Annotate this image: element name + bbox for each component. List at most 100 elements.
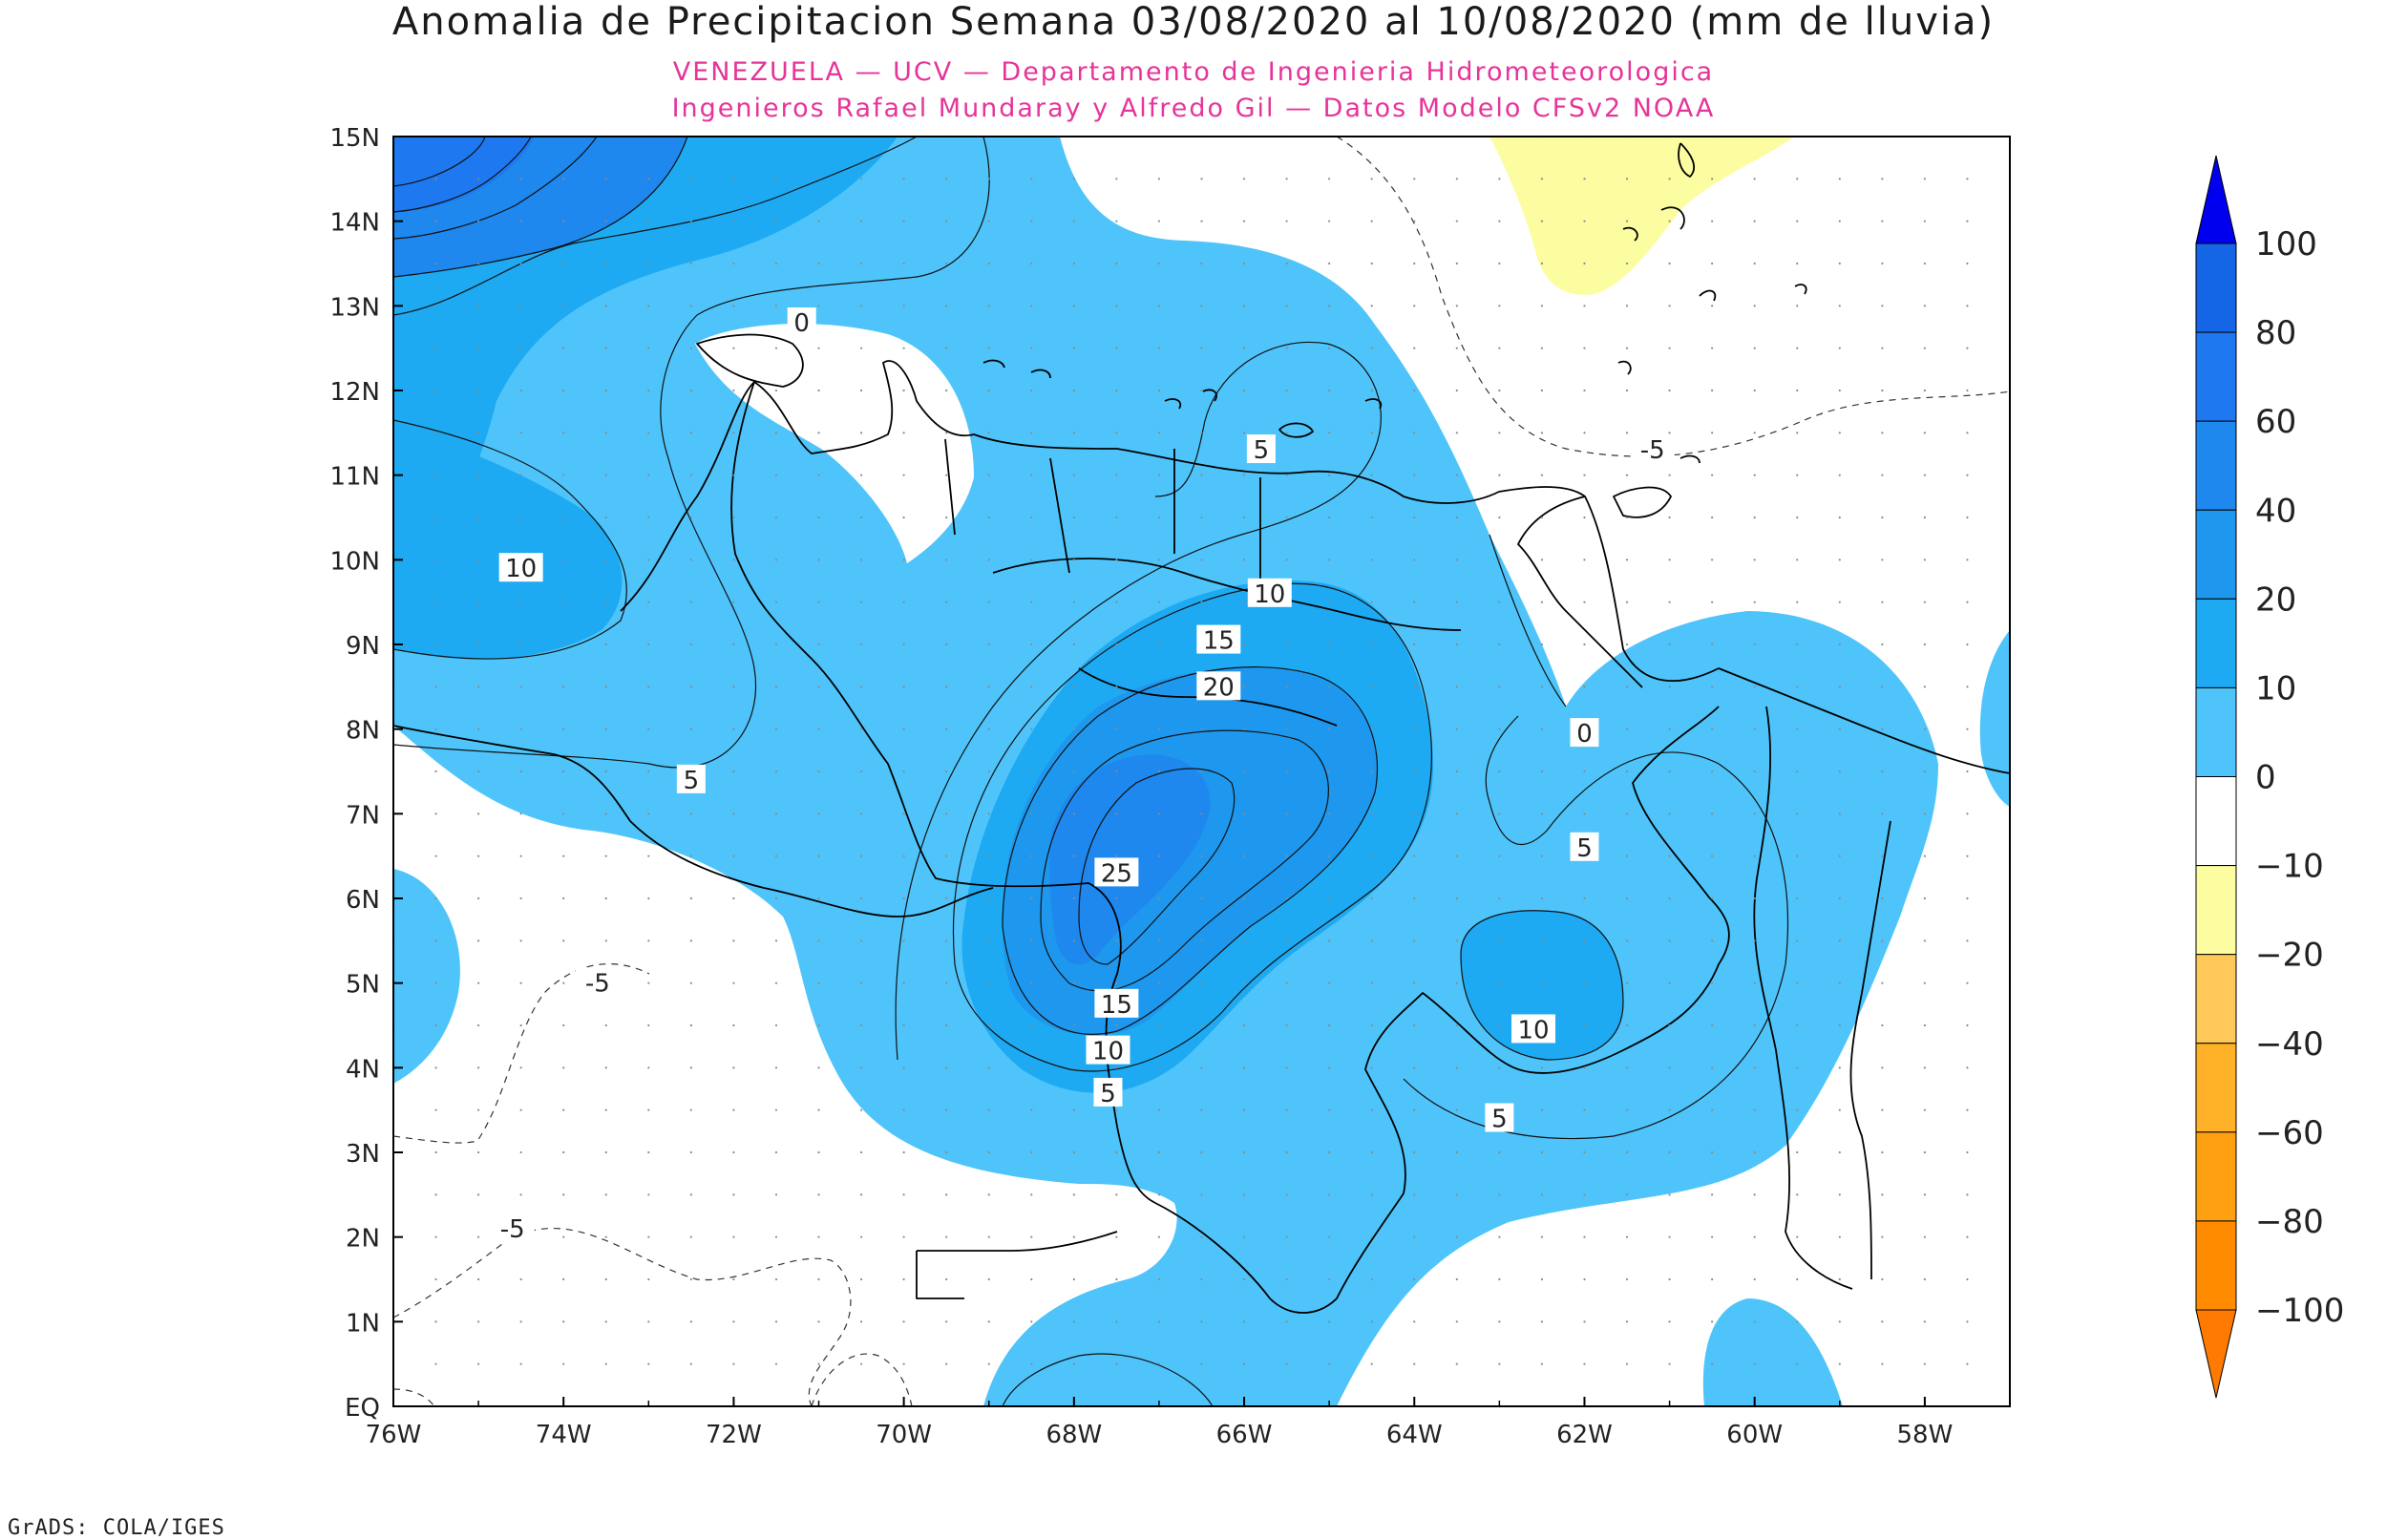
grid-dot xyxy=(1157,728,1161,730)
grid-dot xyxy=(1711,1150,1714,1154)
grid-dot xyxy=(477,1320,480,1323)
grid-dot xyxy=(647,474,650,476)
contour-line xyxy=(393,137,990,769)
grid-dot xyxy=(1328,178,1331,180)
grid-dot xyxy=(1711,770,1714,773)
grid-dot xyxy=(1625,559,1629,561)
grid-dot xyxy=(1200,305,1203,307)
grid-dot xyxy=(477,305,480,307)
grid-dot xyxy=(817,474,820,476)
grid-dot xyxy=(1498,981,1501,984)
grid-dot xyxy=(1328,1235,1331,1238)
grid-dot xyxy=(1753,981,1756,984)
grid-dot xyxy=(1157,220,1161,222)
grid-dot xyxy=(1583,1277,1586,1281)
grid-dot xyxy=(1455,1150,1458,1154)
grid-dot xyxy=(817,347,820,349)
grid-dot xyxy=(477,981,480,984)
grid-dot xyxy=(817,1193,820,1196)
grid-dot xyxy=(1030,432,1033,434)
lat-tick-label: 13N xyxy=(329,293,380,322)
grid-dot xyxy=(1455,474,1458,476)
grid-dot xyxy=(1966,981,1969,984)
grid-dot xyxy=(689,432,692,434)
grid-dot xyxy=(1072,347,1075,349)
grid-dot xyxy=(1115,728,1118,730)
grid-dot xyxy=(1923,812,1926,815)
legend-swatch xyxy=(2195,1220,2237,1311)
grid-dot xyxy=(817,854,820,857)
grid-dot xyxy=(1753,1150,1756,1154)
lat-tick-label: 5N xyxy=(346,971,380,1000)
grid-dot xyxy=(562,854,565,857)
grid-dot xyxy=(1923,1150,1926,1154)
grid-dot xyxy=(434,220,437,222)
grid-dot xyxy=(945,939,948,942)
grid-dot xyxy=(1923,770,1926,773)
grid-dot xyxy=(1796,1108,1799,1111)
grid-dot xyxy=(604,897,607,900)
grid-dot xyxy=(1796,516,1799,519)
grid-dot xyxy=(1583,178,1586,180)
grid-dot xyxy=(1242,1320,1246,1323)
grid-dot xyxy=(1711,1023,1714,1027)
grid-dot xyxy=(1200,770,1203,773)
grid-dot xyxy=(987,474,990,476)
contour-label: 5 xyxy=(1100,1080,1116,1108)
grid-dot xyxy=(1455,1320,1458,1323)
grid-dot xyxy=(1200,474,1203,476)
grid-dot xyxy=(1498,1277,1501,1281)
grid-dot xyxy=(562,728,565,730)
grid-dot xyxy=(1200,1023,1203,1027)
legend-label: 100 xyxy=(2255,225,2317,264)
grid-dot xyxy=(732,854,735,857)
grid-dot xyxy=(1711,1362,1714,1365)
grid-dot xyxy=(987,812,990,815)
dominica-coast xyxy=(1678,142,1695,178)
grid-dot xyxy=(477,770,480,773)
grid-dot xyxy=(1328,601,1331,603)
grid-dot xyxy=(1157,1023,1161,1027)
grid-dot xyxy=(817,262,820,265)
grid-dot xyxy=(647,389,650,392)
grid-dot xyxy=(1668,432,1671,434)
grid-dot xyxy=(519,347,522,349)
grid-dot xyxy=(1115,1320,1118,1323)
grid-dot xyxy=(519,601,522,603)
grid-dot xyxy=(945,1193,948,1196)
contour-line-dashed xyxy=(393,1388,435,1406)
grid-dot xyxy=(689,1023,692,1027)
grid-dot xyxy=(1923,1108,1926,1111)
grid-dot xyxy=(1200,262,1203,265)
grid-dot xyxy=(477,643,480,646)
grid-dot xyxy=(902,262,905,265)
grid-dot xyxy=(859,897,863,900)
grid-dot xyxy=(477,1235,480,1238)
grid-dot xyxy=(1923,1277,1926,1281)
grid-dot xyxy=(1583,1023,1586,1027)
legend-swatch xyxy=(2195,1043,2237,1133)
grid-dot xyxy=(1115,939,1118,942)
grid-dot xyxy=(1115,643,1118,646)
grid-dot xyxy=(1242,812,1246,815)
grid-dot xyxy=(945,812,948,815)
grid-dot xyxy=(689,347,692,349)
grid-dot xyxy=(1711,1320,1714,1323)
grid-dot xyxy=(1625,686,1629,688)
grid-dot xyxy=(689,854,692,857)
grid-dot xyxy=(604,305,607,307)
grid-dot xyxy=(1540,601,1544,603)
grid-dot xyxy=(1328,981,1331,984)
grid-dot xyxy=(434,178,437,180)
border-colombia-internal xyxy=(393,725,994,918)
grid-dot xyxy=(519,770,522,773)
grid-dot xyxy=(1115,1362,1118,1365)
grid-dot xyxy=(1030,1066,1033,1069)
grid-dot xyxy=(604,1235,607,1238)
grid-dot xyxy=(1668,305,1671,307)
grid-dot xyxy=(1072,178,1075,180)
grid-dot xyxy=(774,1235,778,1238)
grid-dot xyxy=(647,728,650,730)
grid-dot xyxy=(817,1066,820,1069)
grid-dot xyxy=(987,770,990,773)
